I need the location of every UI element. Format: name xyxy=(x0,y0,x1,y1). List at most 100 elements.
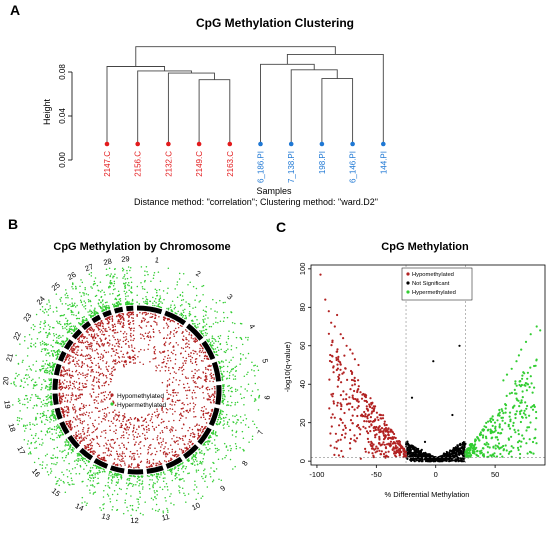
circos-hyper-point xyxy=(28,334,31,336)
circos-hyper-point xyxy=(235,430,238,433)
circos-hyper-point xyxy=(46,363,49,366)
circos-hypo-point xyxy=(74,436,76,438)
circos-hypo-point xyxy=(105,396,108,399)
circos-hyper-point xyxy=(16,375,19,377)
circos-hyper-point xyxy=(118,301,120,304)
circos-hypo-point xyxy=(125,359,127,362)
circos-hypo-point xyxy=(174,450,177,453)
circos-hyper-point xyxy=(178,473,180,476)
circos-hyper-point xyxy=(135,509,138,512)
circos-hyper-point xyxy=(222,393,224,396)
circos-hypo-point xyxy=(120,314,122,317)
circos-hypo-point xyxy=(161,444,163,446)
circos-hyper-point xyxy=(224,301,226,304)
circos-hypo-point xyxy=(112,401,115,403)
circos-hypo-point xyxy=(162,358,165,361)
circos-hypo-point xyxy=(102,327,105,329)
circos-hypo-point xyxy=(89,347,91,350)
circos-hyper-point xyxy=(166,507,168,510)
circos-hypo-point xyxy=(84,445,87,447)
circos-hyper-point xyxy=(194,458,197,461)
circos-hypo-point xyxy=(182,407,184,409)
volcano-ns-point xyxy=(409,458,412,461)
circos-hyper-point xyxy=(138,485,140,487)
circos-hypo-point xyxy=(128,316,130,319)
circos-hyper-point xyxy=(49,333,51,335)
circos-hypo-point xyxy=(186,345,189,348)
circos-hypo-point xyxy=(109,391,111,393)
circos-hyper-point xyxy=(34,394,37,396)
circos-hyper-point xyxy=(35,313,38,316)
circos-hyper-point xyxy=(152,484,154,486)
circos-hyper-point xyxy=(43,378,45,381)
circos-hypo-point xyxy=(207,393,209,395)
circos-hyper-point xyxy=(230,370,232,372)
circos-hyper-point xyxy=(211,340,214,342)
circos-hypo-point xyxy=(162,438,165,440)
circos-hypo-point xyxy=(86,375,88,377)
circos-hyper-point xyxy=(40,350,43,353)
circos-hypo-point xyxy=(129,450,132,453)
chromosome-label: 28 xyxy=(103,256,113,267)
circos-hyper-point xyxy=(227,404,230,406)
circos-hyper-point xyxy=(47,335,49,337)
circos-hyper-point xyxy=(182,309,184,312)
circos-hyper-point xyxy=(56,336,58,339)
circos-hyper-point xyxy=(194,484,196,486)
circos-hyper-point xyxy=(16,416,19,419)
volcano-ns-point xyxy=(412,459,415,462)
circos-hyper-point xyxy=(42,413,45,415)
circos-hyper-point xyxy=(90,484,92,486)
circos-hyper-point xyxy=(208,436,211,438)
circos-hyper-point xyxy=(221,410,223,412)
circos-hyper-point xyxy=(201,285,203,288)
circos-hypo-point xyxy=(69,362,71,364)
circos-hypo-point xyxy=(96,442,99,445)
circos-hypo-point xyxy=(197,377,199,379)
circos-hypo-point xyxy=(180,414,183,417)
circos-hypo-point xyxy=(73,363,76,366)
circos-hypo-point xyxy=(142,335,145,337)
circos-hypo-point xyxy=(121,424,123,426)
circos-hypo-point xyxy=(202,372,205,374)
circos-hypo-point xyxy=(179,438,182,440)
circos-hyper-point xyxy=(42,461,44,463)
circos-hyper-point xyxy=(44,434,47,436)
circos-hypo-point xyxy=(164,442,167,444)
chromosome-label: 27 xyxy=(84,262,95,273)
circos-hyper-point xyxy=(53,350,56,352)
circos-hypo-point xyxy=(188,389,191,391)
circos-hyper-point xyxy=(158,508,161,511)
volcano-hypo-point xyxy=(372,426,375,429)
circos-hypo-point xyxy=(106,443,108,446)
circos-hyper-point xyxy=(85,504,88,507)
circos-hypo-point xyxy=(206,378,208,381)
circos-hypo-point xyxy=(130,458,133,460)
circos-hyper-point xyxy=(63,342,66,345)
circos-hyper-point xyxy=(80,279,82,281)
circos-hypo-point xyxy=(138,350,140,353)
chromosome-band xyxy=(165,456,183,469)
circos-hypo-point xyxy=(75,370,77,373)
circos-hypo-point xyxy=(143,317,145,320)
circos-hypo-point xyxy=(64,373,67,375)
circos-hypo-point xyxy=(168,318,171,321)
circos-hyper-point xyxy=(97,482,100,484)
circos-hyper-point xyxy=(51,433,53,435)
circos-hyper-point xyxy=(127,295,129,297)
circos-hypo-point xyxy=(86,379,88,382)
circos-hypo-point xyxy=(159,331,161,334)
circos-hyper-point xyxy=(10,382,12,385)
circos-hyper-point xyxy=(217,416,220,419)
circos-hypo-point xyxy=(173,454,175,457)
circos-hypo-point xyxy=(72,348,74,350)
circos-hyper-point xyxy=(229,387,232,390)
circos-hyper-point xyxy=(79,454,82,456)
circos-hyper-point xyxy=(138,303,141,305)
circos-hyper-point xyxy=(104,301,107,304)
circos-hyper-point xyxy=(48,351,50,354)
circos-hyper-point xyxy=(75,327,78,330)
circos-hyper-point xyxy=(86,502,88,505)
circos-hypo-point xyxy=(93,402,96,404)
circos-hypo-point xyxy=(81,394,84,396)
